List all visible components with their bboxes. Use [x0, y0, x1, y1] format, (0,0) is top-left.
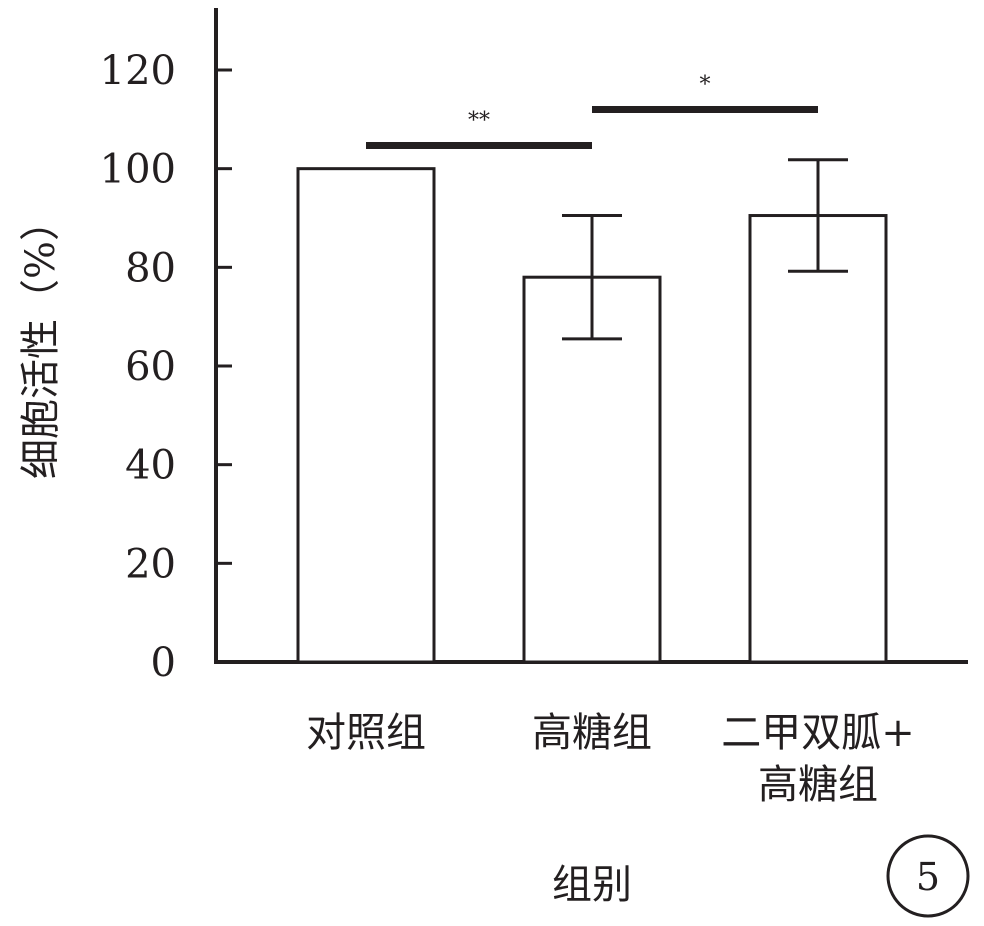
x-axis-title: 组别	[552, 862, 632, 908]
bar	[522, 275, 662, 664]
bar	[296, 167, 436, 664]
error-bars	[562, 158, 848, 341]
y-tick-label: 80	[125, 245, 176, 291]
y-tick-label: 20	[125, 541, 176, 587]
bars	[296, 167, 888, 664]
panel-badge-circle	[886, 834, 970, 918]
panel-badge: 5	[886, 834, 970, 918]
y-tick-label: 120	[100, 48, 176, 94]
y-tick-label: 0	[151, 640, 176, 686]
x-tick-label: 二甲双胍+	[721, 710, 915, 756]
x-tick-label: 高糖组	[758, 762, 878, 808]
panel-badge-label: 5	[916, 855, 940, 899]
significance-label: **	[468, 108, 490, 133]
significance-label: *	[700, 72, 711, 97]
x-tick-label: 对照组	[306, 710, 426, 756]
y-tick-label: 60	[125, 344, 176, 390]
y-axis-title: 细胞活性（%）	[18, 201, 64, 479]
axes: 0 20 40 60 80 100 120	[100, 8, 968, 686]
x-tick-label: 高糖组	[532, 710, 652, 756]
y-tick-label: 100	[100, 147, 176, 193]
y-tick-label: 40	[125, 443, 176, 489]
bar	[748, 214, 888, 664]
significance-markers: ***	[366, 72, 818, 149]
